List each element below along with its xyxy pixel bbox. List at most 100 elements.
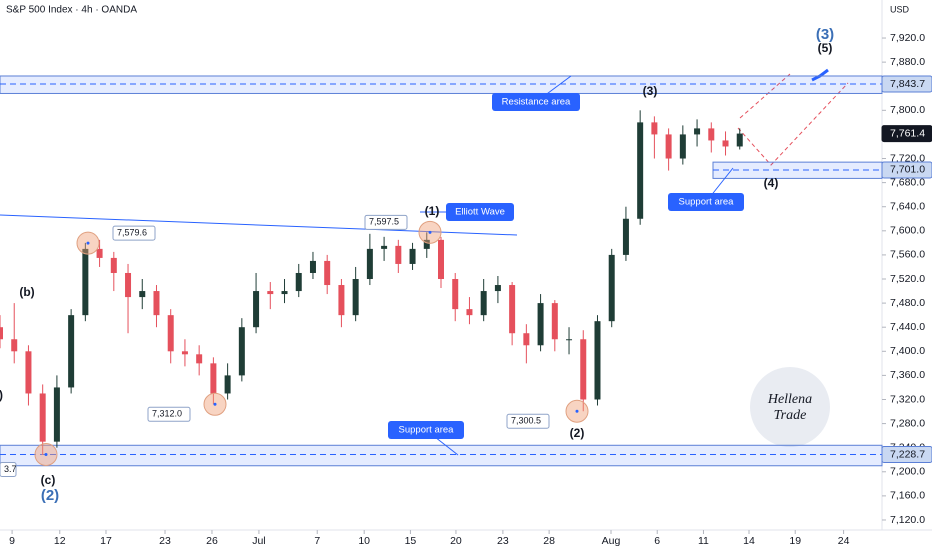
y-tick-label: 7,360.0 bbox=[890, 369, 925, 381]
candle-body bbox=[352, 279, 359, 316]
callout-box bbox=[492, 93, 580, 111]
x-tick-label: 15 bbox=[405, 535, 417, 547]
y-tick-label: 7,200.0 bbox=[890, 466, 925, 478]
candle-body bbox=[267, 291, 274, 295]
x-tick-label: 7 bbox=[314, 535, 320, 547]
candle-body bbox=[622, 218, 629, 255]
level-box bbox=[364, 214, 408, 230]
price-label-box bbox=[881, 125, 932, 143]
x-tick-label: 6 bbox=[654, 535, 660, 547]
y-tick-label: 7,920.0 bbox=[890, 32, 925, 44]
candle-body bbox=[381, 245, 388, 249]
candle-body bbox=[494, 285, 501, 292]
price-label: 7,701.0 bbox=[890, 164, 925, 176]
x-tick-label: 23 bbox=[159, 535, 171, 547]
level-dot bbox=[213, 402, 217, 406]
candle-body bbox=[523, 333, 530, 346]
candle-body bbox=[366, 248, 373, 280]
level-label: 7,597.5 bbox=[369, 217, 399, 227]
y-tick-label: 7,720.0 bbox=[890, 152, 925, 164]
zone bbox=[0, 75, 883, 94]
level-label: 7,579.6 bbox=[117, 227, 147, 237]
level-dot bbox=[428, 230, 432, 234]
candle-body bbox=[68, 315, 75, 388]
wave-label: (2) bbox=[570, 426, 585, 440]
candle-body bbox=[537, 303, 544, 346]
candle-body bbox=[438, 239, 444, 280]
x-tick-label: 12 bbox=[54, 535, 66, 547]
x-tick-label: 9 bbox=[9, 535, 15, 547]
candle-body bbox=[110, 257, 117, 273]
x-tick-label: Aug bbox=[602, 535, 621, 547]
candle-body bbox=[0, 327, 3, 340]
candle-body bbox=[637, 122, 644, 219]
x-tick-label: 11 bbox=[698, 535, 709, 547]
callout-box bbox=[668, 193, 744, 211]
chart-title: S&P 500 Index · 4h · OANDA bbox=[6, 5, 137, 16]
x-tick-label: Jul bbox=[252, 535, 265, 547]
price-label: 7,843.7 bbox=[890, 78, 925, 90]
x-tick-label: 24 bbox=[838, 535, 850, 547]
watermark-text: Trade bbox=[774, 408, 807, 423]
level-box bbox=[0, 461, 17, 477]
level-box bbox=[112, 225, 156, 241]
level-box bbox=[147, 406, 191, 422]
y-tick-label: 7,520.0 bbox=[890, 273, 925, 285]
candle-body bbox=[338, 285, 345, 316]
candle-body bbox=[309, 260, 316, 273]
price-label: 7,228.7 bbox=[890, 448, 925, 460]
candle-body bbox=[139, 291, 146, 298]
y-tick-label: 7,880.0 bbox=[890, 56, 925, 68]
candle-body bbox=[295, 272, 302, 292]
level-dot bbox=[86, 241, 90, 245]
candle-body bbox=[423, 239, 430, 249]
level-label: 3.7 bbox=[4, 464, 17, 474]
price-label-box bbox=[881, 161, 932, 179]
candle-body bbox=[96, 248, 103, 258]
x-tick-label: 14 bbox=[743, 535, 755, 547]
candle-body bbox=[594, 321, 601, 400]
candle-body bbox=[409, 248, 416, 264]
y-tick-label: 7,320.0 bbox=[890, 393, 925, 405]
y-tick-label: 7,800.0 bbox=[890, 104, 925, 116]
zone bbox=[0, 444, 883, 467]
candle-body bbox=[82, 248, 89, 316]
price-label-box bbox=[881, 445, 932, 463]
x-tick-label: 20 bbox=[450, 535, 462, 547]
callout-label: Support area bbox=[679, 197, 735, 208]
candle-body bbox=[679, 134, 686, 159]
candle-body bbox=[196, 354, 203, 364]
y-tick-label: 7,120.0 bbox=[890, 514, 925, 526]
candle-body bbox=[167, 315, 174, 352]
price-label: 7,761.4 bbox=[890, 127, 925, 139]
wave-label: (5) bbox=[818, 41, 833, 55]
wave-label: (3) bbox=[816, 26, 834, 43]
candle-body bbox=[181, 351, 188, 355]
y-tick-label: 7,400.0 bbox=[890, 345, 925, 357]
callout-label: Resistance area bbox=[502, 97, 571, 108]
x-tick-label: 10 bbox=[358, 535, 370, 547]
candle-body bbox=[210, 363, 217, 394]
wave-label: (3) bbox=[643, 84, 658, 98]
y-tick-label: 7,160.0 bbox=[890, 490, 925, 502]
watermark-circle bbox=[750, 367, 830, 447]
candle-body bbox=[125, 272, 132, 298]
candle-body bbox=[153, 291, 160, 316]
candle-body bbox=[608, 254, 615, 322]
candle-body bbox=[566, 339, 573, 341]
x-tick-label: 26 bbox=[206, 535, 218, 547]
callout-label: Support area bbox=[399, 425, 455, 436]
wave-label: (4) bbox=[764, 176, 779, 190]
candle-body bbox=[224, 375, 231, 394]
candle-body bbox=[238, 327, 245, 376]
candle-body bbox=[551, 303, 558, 340]
candle-body bbox=[480, 291, 487, 316]
x-tick-label: 23 bbox=[497, 535, 509, 547]
y-tick-label: 7,280.0 bbox=[890, 417, 925, 429]
forecast-path bbox=[737, 82, 849, 166]
wave-label: ) bbox=[0, 388, 3, 402]
candle-body bbox=[509, 285, 516, 334]
level-label: 7,300.5 bbox=[511, 416, 541, 426]
